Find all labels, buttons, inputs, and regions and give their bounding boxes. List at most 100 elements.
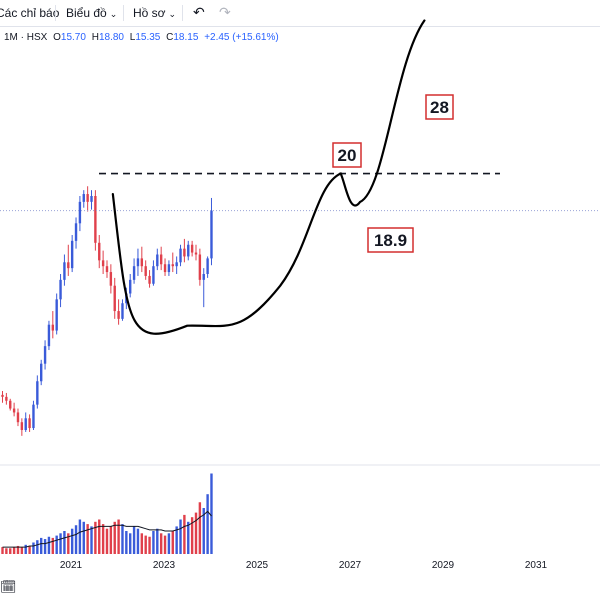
candle-body bbox=[113, 285, 116, 312]
volume-bar bbox=[98, 519, 101, 554]
candle-body bbox=[148, 275, 151, 284]
volume-bar bbox=[163, 535, 167, 554]
candle-body bbox=[167, 264, 171, 273]
volume-bar bbox=[78, 519, 82, 554]
volume-bar bbox=[167, 533, 171, 554]
volume-bar bbox=[148, 536, 151, 554]
candle-body bbox=[179, 248, 182, 263]
x-tick-label: 2021 bbox=[60, 560, 83, 571]
x-tick-label: 2025 bbox=[246, 560, 269, 571]
volume-bar bbox=[70, 528, 74, 554]
toolbar-divider bbox=[123, 5, 124, 21]
calendar-icon[interactable]: 🗓 bbox=[0, 579, 17, 594]
indicators-button[interactable]: Các chỉ báo bbox=[0, 6, 60, 20]
x-tick-label: 2029 bbox=[432, 560, 455, 571]
candle-body bbox=[59, 279, 62, 300]
close-label: C bbox=[166, 32, 174, 43]
volume-bar bbox=[117, 519, 120, 554]
volume-bar bbox=[194, 512, 198, 554]
volume-bar bbox=[101, 524, 105, 554]
candles-layer bbox=[1, 186, 213, 436]
low-label: L bbox=[129, 32, 136, 43]
candle-body bbox=[136, 258, 140, 267]
overlay-layer bbox=[0, 19, 600, 466]
profile-button[interactable]: Hồ sơ ⌄ bbox=[133, 5, 176, 22]
candle-body bbox=[140, 258, 144, 267]
volume-bar bbox=[109, 526, 113, 554]
candle-body bbox=[32, 404, 35, 429]
x-tick-label: 2027 bbox=[339, 560, 362, 571]
x-axis: 2021 2023 2025 2027 2029 2031 bbox=[60, 560, 548, 571]
candle-body bbox=[190, 244, 194, 253]
volume-bar bbox=[12, 547, 16, 554]
candle-body bbox=[198, 254, 202, 280]
candle-body bbox=[20, 422, 24, 430]
volume-bar bbox=[144, 535, 147, 554]
low-value: 15.35 bbox=[135, 32, 161, 43]
symbol-label: 1M · HSX bbox=[4, 32, 48, 43]
volume-bar bbox=[121, 524, 124, 554]
volume-bar bbox=[187, 521, 190, 554]
candle-body bbox=[70, 240, 74, 269]
volume-bar bbox=[51, 537, 55, 554]
candle-body bbox=[156, 254, 159, 267]
callout-28-text: 28 bbox=[430, 98, 449, 117]
candle-body bbox=[40, 363, 43, 382]
candle-body bbox=[159, 254, 163, 265]
candle-body bbox=[101, 260, 105, 267]
candle-body bbox=[194, 252, 198, 255]
volume-bar bbox=[43, 539, 47, 554]
close-value: 18.15 bbox=[173, 32, 199, 43]
volume-bar bbox=[63, 531, 66, 554]
high-value: 18.80 bbox=[98, 32, 124, 43]
candle-body bbox=[117, 311, 120, 319]
callout-18-9-box bbox=[367, 227, 414, 253]
volume-bar bbox=[59, 533, 62, 554]
candle-body bbox=[105, 266, 109, 273]
volume-bar bbox=[40, 537, 43, 554]
x-tick-label: 2031 bbox=[525, 560, 548, 571]
chevron-down-icon: ⌄ bbox=[109, 9, 118, 19]
candle-body bbox=[36, 381, 39, 405]
candle-body bbox=[202, 274, 205, 280]
toolbar-divider bbox=[55, 5, 56, 21]
volume-bar bbox=[47, 536, 51, 554]
candle-body bbox=[187, 244, 190, 257]
candle-body bbox=[16, 412, 20, 423]
redo-icon[interactable]: ↷ bbox=[219, 4, 231, 20]
candle-body bbox=[24, 418, 27, 430]
volume-bar bbox=[125, 531, 128, 554]
chart-type-label: Biểu đồ bbox=[66, 6, 107, 20]
callout-18-9-text: 18.9 bbox=[374, 231, 407, 250]
candle-body bbox=[98, 242, 101, 261]
projection-curve bbox=[111, 19, 426, 335]
volume-bar bbox=[136, 528, 140, 554]
candle-body bbox=[86, 194, 89, 202]
profile-label: Hồ sơ bbox=[133, 6, 166, 20]
candle-body bbox=[152, 266, 155, 284]
volume-bar bbox=[90, 526, 93, 554]
candle-body bbox=[28, 418, 31, 429]
volume-bar bbox=[202, 508, 205, 554]
change-value: +2.45 (+15.61%) bbox=[204, 32, 279, 43]
chevron-down-icon: ⌄ bbox=[168, 9, 177, 19]
volume-bar bbox=[152, 531, 155, 554]
candle-body bbox=[47, 324, 51, 347]
candle-body bbox=[175, 262, 178, 267]
candle-body bbox=[121, 303, 124, 319]
candle-body bbox=[144, 266, 147, 276]
volume-bar bbox=[179, 519, 182, 554]
candle-body bbox=[163, 264, 167, 273]
callout-20-text: 20 bbox=[338, 146, 357, 165]
candle-body bbox=[210, 210, 213, 259]
volume-bar bbox=[94, 521, 97, 554]
volume-bar bbox=[156, 528, 159, 554]
volume-bar bbox=[74, 525, 78, 554]
volume-bar bbox=[159, 533, 163, 554]
volume-bar bbox=[198, 502, 202, 554]
chart-type-button[interactable]: Biểu đồ ⌄ bbox=[66, 5, 117, 22]
undo-icon[interactable]: ↶ bbox=[193, 4, 205, 20]
candle-body bbox=[5, 396, 8, 401]
ohlc-legend: 1M · HSX O15.70 H18.80 L15.35 C18.15 +2.… bbox=[4, 32, 279, 43]
